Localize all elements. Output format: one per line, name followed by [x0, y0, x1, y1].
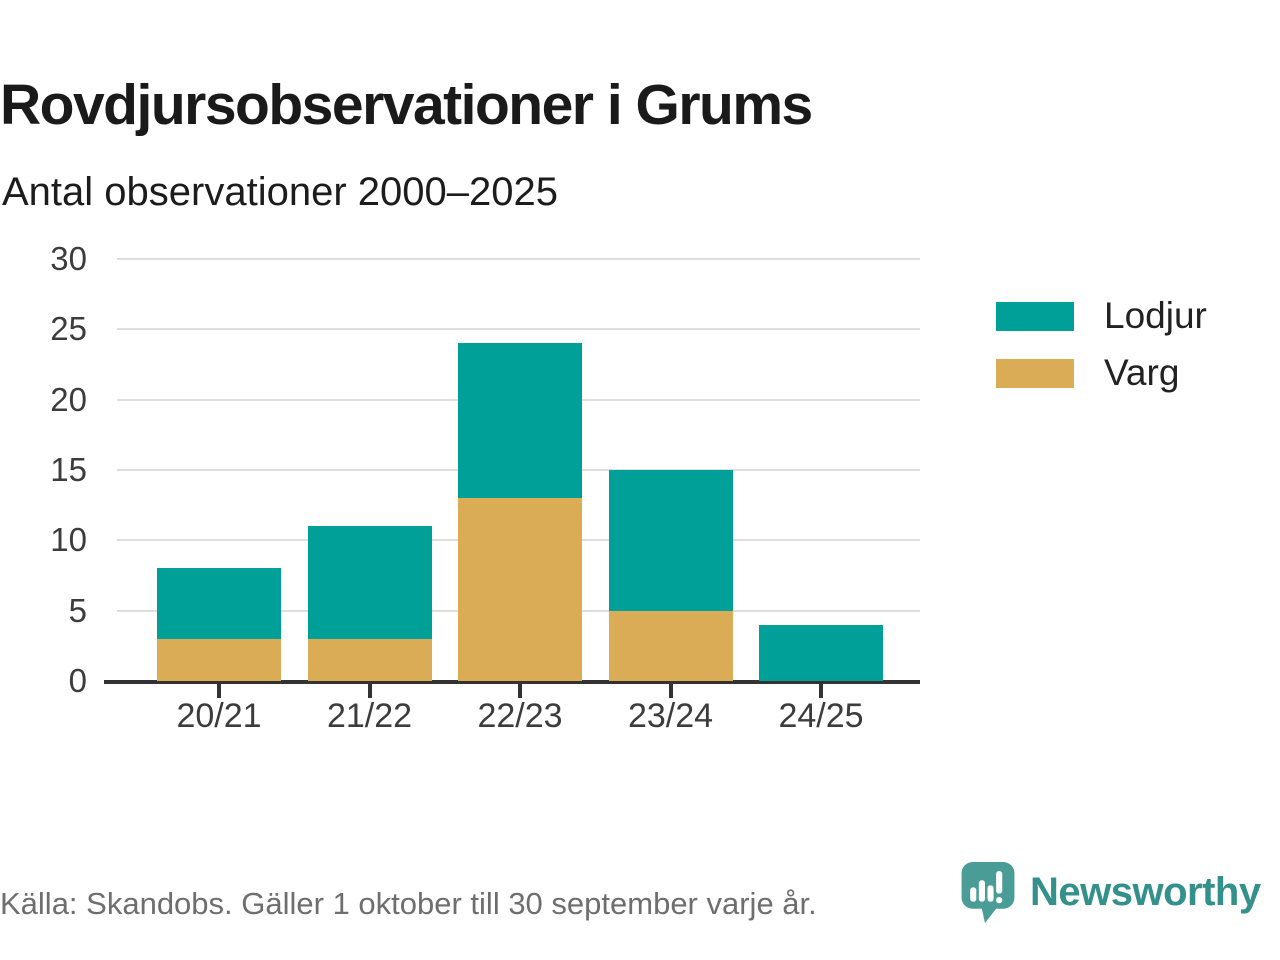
- legend-label: Lodjur: [1104, 295, 1207, 336]
- x-axis-tick: [819, 683, 823, 698]
- gridline-30: [117, 258, 920, 260]
- x-axis-tick: [518, 683, 522, 698]
- bar-segment-lodjur: [759, 624, 883, 681]
- bar-segment-varg: [307, 638, 432, 681]
- y-axis-tick-label: 20: [50, 380, 87, 418]
- y-axis-tick-label: 5: [68, 591, 87, 629]
- newsworthy-logo: Newsworthy: [961, 862, 1261, 923]
- bar-segment-lodjur: [307, 526, 432, 639]
- legend-swatch-varg: [996, 358, 1074, 388]
- legend: Lodjur Varg: [996, 295, 1207, 415]
- y-axis-tick-label: 0: [68, 662, 87, 699]
- bar-segment-lodjur: [157, 568, 281, 639]
- bar-segment-varg: [608, 610, 733, 681]
- chart-title: Rovdjursobservationer i Grums: [0, 73, 813, 138]
- plot-area: 0 5 10 15 20 25 30 20/21 21/22 22/23 23/24 24/25: [50, 240, 920, 735]
- x-axis-tick: [217, 683, 221, 698]
- gridline-25: [117, 328, 920, 331]
- y-axis-tick-label: 10: [50, 521, 87, 559]
- source-note: Källa: Skandobs. Gäller 1 oktober till 3…: [0, 886, 817, 921]
- legend-item: Lodjur: [996, 295, 1207, 336]
- x-axis-tick-label: 22/23: [477, 697, 563, 735]
- chart-subtitle: Antal observationer 2000–2025: [2, 170, 558, 214]
- bar-segment-lodjur: [608, 470, 733, 611]
- y-axis-tick-label: 25: [50, 310, 87, 348]
- newsworthy-bubble-icon: [961, 862, 1015, 923]
- bar-segment-varg: [458, 498, 582, 681]
- y-axis-tick-label: 15: [50, 451, 87, 488]
- x-axis-tick: [668, 683, 673, 698]
- y-axis-tick-label: 30: [50, 240, 87, 277]
- legend-swatch-lodjur: [996, 301, 1074, 331]
- legend-label: Varg: [1104, 352, 1180, 393]
- x-axis-tick: [367, 683, 372, 698]
- bar-segment-varg: [157, 638, 281, 681]
- x-axis-tick-label: 23/24: [627, 697, 714, 735]
- x-axis-tick-label: 24/25: [778, 697, 864, 735]
- x-axis-tick-label: 20/21: [176, 697, 262, 735]
- legend-item: Varg: [996, 352, 1207, 393]
- bar-segment-lodjur: [458, 343, 582, 499]
- x-axis-tick-label: 21/22: [326, 697, 413, 735]
- brand-name: Newsworthy: [1030, 870, 1261, 914]
- x-axis-line: [104, 680, 920, 684]
